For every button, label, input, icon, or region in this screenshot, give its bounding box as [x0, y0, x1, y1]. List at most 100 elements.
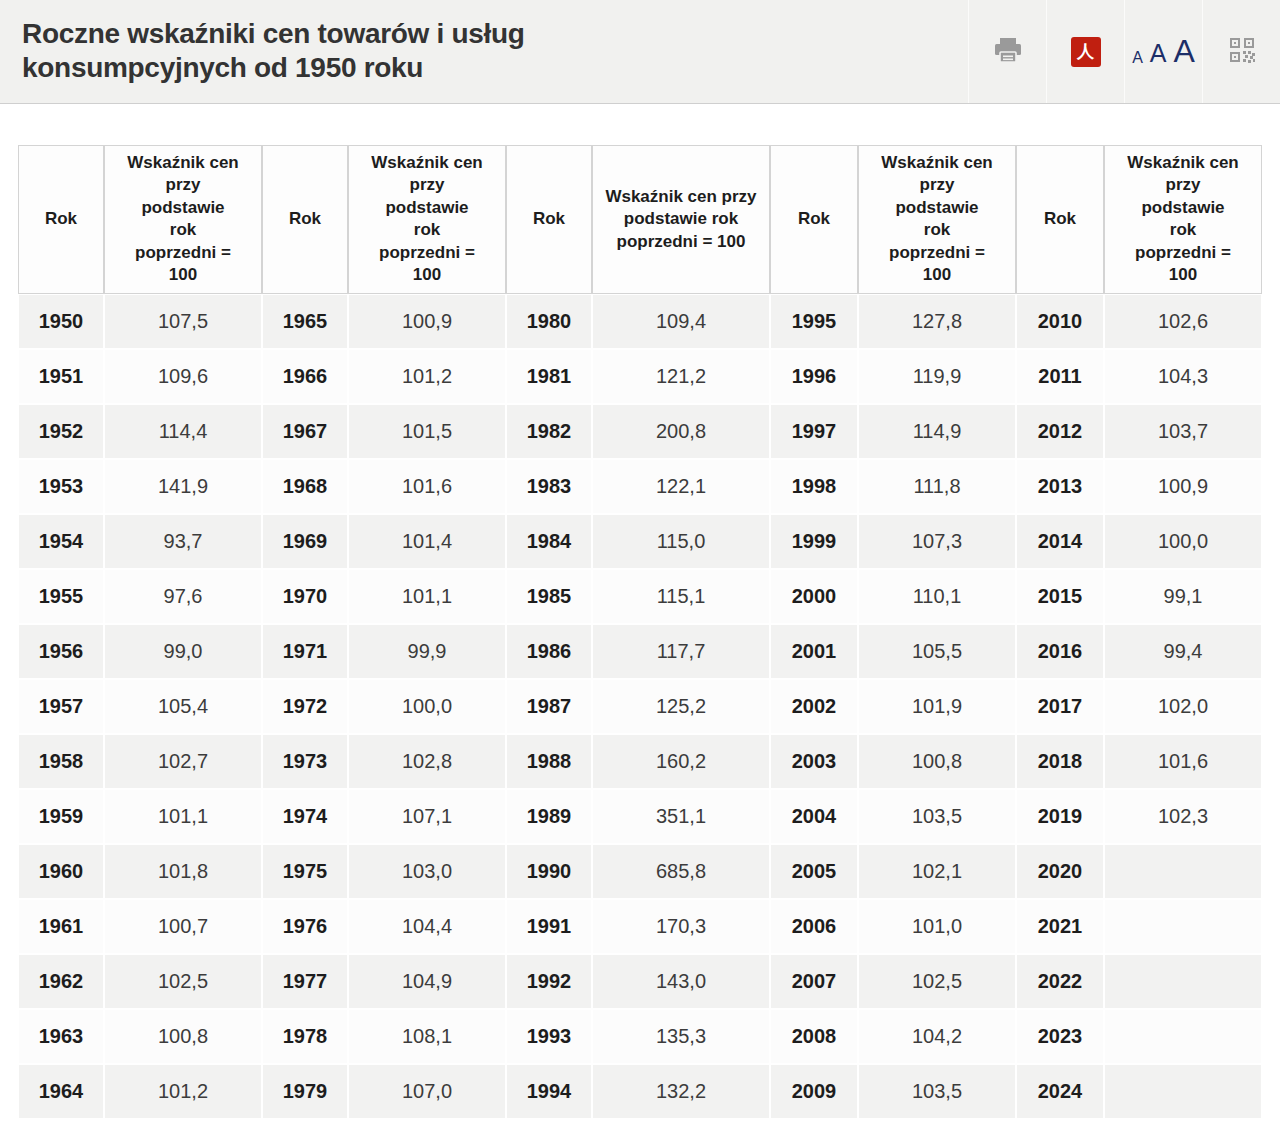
year-cell: 2023 [1016, 1009, 1104, 1064]
table-row: 195597,61970101,11985115,12000110,120159… [18, 569, 1262, 624]
year-cell: 1952 [18, 404, 104, 459]
index-value-cell: 132,2 [592, 1064, 770, 1119]
index-value-cell: 141,9 [104, 459, 262, 514]
index-value-cell: 101,5 [348, 404, 506, 459]
year-cell: 1982 [506, 404, 592, 459]
year-cell: 1983 [506, 459, 592, 514]
index-value-cell: 103,0 [348, 844, 506, 899]
year-cell: 2024 [1016, 1064, 1104, 1119]
index-value-cell: 119,9 [858, 349, 1016, 404]
year-cell: 2016 [1016, 624, 1104, 679]
index-value-cell: 127,8 [858, 294, 1016, 349]
index-value-cell: 100,0 [1104, 514, 1262, 569]
year-cell: 2015 [1016, 569, 1104, 624]
index-value-cell: 110,1 [858, 569, 1016, 624]
index-value-cell: 102,6 [1104, 294, 1262, 349]
year-cell: 1965 [262, 294, 348, 349]
index-value-cell: 101,4 [348, 514, 506, 569]
year-cell: 2022 [1016, 954, 1104, 1009]
year-cell: 1979 [262, 1064, 348, 1119]
index-value-cell [1104, 844, 1262, 899]
index-value-cell: 102,1 [858, 844, 1016, 899]
index-value-cell: 115,0 [592, 514, 770, 569]
year-cell: 1986 [506, 624, 592, 679]
page-title: Roczne wskaźniki cen towarów i usług kon… [0, 0, 640, 103]
font-size-medium[interactable]: A [1150, 44, 1167, 64]
font-size-large[interactable]: A [1174, 39, 1195, 64]
year-cell: 1960 [18, 844, 104, 899]
print-button[interactable] [968, 0, 1046, 103]
column-header-index: Wskaźnik cen przy podstawie rok poprzedn… [348, 145, 506, 294]
year-cell: 1978 [262, 1009, 348, 1064]
table-body: 1950107,51965100,91980109,41995127,82010… [18, 294, 1262, 1119]
year-cell: 1961 [18, 899, 104, 954]
font-size-small[interactable]: A [1132, 52, 1143, 64]
year-cell: 1958 [18, 734, 104, 789]
page-header: Roczne wskaźniki cen towarów i usług kon… [0, 0, 1280, 104]
year-cell: 2005 [770, 844, 858, 899]
year-cell: 2004 [770, 789, 858, 844]
table-row: 1963100,81978108,11993135,32008104,22023 [18, 1009, 1262, 1064]
index-value-cell: 102,5 [858, 954, 1016, 1009]
year-cell: 1975 [262, 844, 348, 899]
index-value-cell: 160,2 [592, 734, 770, 789]
year-cell: 1968 [262, 459, 348, 514]
index-value-cell: 100,8 [858, 734, 1016, 789]
index-value-cell: 99,9 [348, 624, 506, 679]
year-cell: 1959 [18, 789, 104, 844]
index-value-cell: 115,1 [592, 569, 770, 624]
column-header-index: Wskaźnik cen przy podstawie rok poprzedn… [592, 145, 770, 294]
index-value-cell: 100,7 [104, 899, 262, 954]
table-header: Rok Wskaźnik cen przy podstawie rok popr… [18, 145, 1262, 294]
index-value-cell: 104,3 [1104, 349, 1262, 404]
index-value-cell: 100,8 [104, 1009, 262, 1064]
year-cell: 1987 [506, 679, 592, 734]
column-header-index: Wskaźnik cen przy podstawie rok poprzedn… [104, 145, 262, 294]
column-header-year: Rok [1016, 145, 1104, 294]
font-size-icon: A A A [1132, 39, 1195, 64]
year-cell: 1954 [18, 514, 104, 569]
table-row: 1957105,41972100,01987125,22002101,92017… [18, 679, 1262, 734]
index-value-cell: 105,5 [858, 624, 1016, 679]
index-value-cell: 100,0 [348, 679, 506, 734]
table-row: 1959101,11974107,11989351,12004103,52019… [18, 789, 1262, 844]
index-value-cell: 102,8 [348, 734, 506, 789]
index-value-cell: 102,3 [1104, 789, 1262, 844]
toolbar: 人 A A A [968, 0, 1280, 103]
year-cell: 1980 [506, 294, 592, 349]
table-row: 1951109,61966101,21981121,21996119,92011… [18, 349, 1262, 404]
year-cell: 1984 [506, 514, 592, 569]
index-value-cell: 170,3 [592, 899, 770, 954]
index-value-cell: 200,8 [592, 404, 770, 459]
index-value-cell: 111,8 [858, 459, 1016, 514]
year-cell: 1988 [506, 734, 592, 789]
font-size-controls[interactable]: A A A [1124, 0, 1202, 103]
table-row: 1958102,71973102,81988160,22003100,82018… [18, 734, 1262, 789]
table-row: 195699,0197199,91986117,72001105,5201699… [18, 624, 1262, 679]
index-value-cell: 143,0 [592, 954, 770, 1009]
year-cell: 1974 [262, 789, 348, 844]
year-cell: 1985 [506, 569, 592, 624]
index-value-cell: 101,1 [104, 789, 262, 844]
year-cell: 2019 [1016, 789, 1104, 844]
pdf-download-button[interactable]: 人 [1046, 0, 1124, 103]
index-value-cell: 103,5 [858, 1064, 1016, 1119]
year-cell: 2010 [1016, 294, 1104, 349]
printer-icon [994, 37, 1022, 67]
table-row: 1953141,91968101,61983122,11998111,82013… [18, 459, 1262, 514]
index-value-cell: 102,0 [1104, 679, 1262, 734]
index-value-cell: 117,7 [592, 624, 770, 679]
year-cell: 1977 [262, 954, 348, 1009]
year-cell: 2001 [770, 624, 858, 679]
year-cell: 1964 [18, 1064, 104, 1119]
year-cell: 1963 [18, 1009, 104, 1064]
index-value-cell: 125,2 [592, 679, 770, 734]
year-cell: 2008 [770, 1009, 858, 1064]
table-row: 195493,71969101,41984115,01999107,320141… [18, 514, 1262, 569]
qr-code-button[interactable] [1202, 0, 1280, 103]
index-value-cell: 122,1 [592, 459, 770, 514]
year-cell: 1991 [506, 899, 592, 954]
index-value-cell: 99,1 [1104, 569, 1262, 624]
year-cell: 1969 [262, 514, 348, 569]
index-value-cell: 104,4 [348, 899, 506, 954]
